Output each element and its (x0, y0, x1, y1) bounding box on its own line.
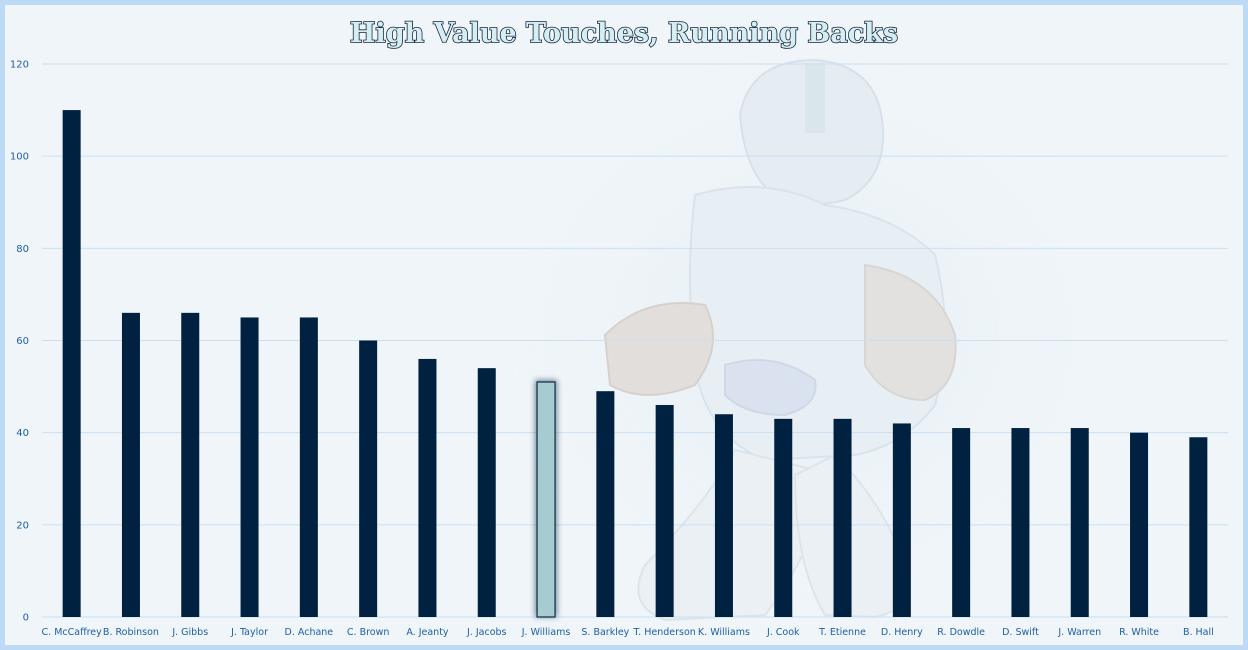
category-label-r-white: R. White (1119, 627, 1159, 638)
y-tick-label-80: 80 (16, 244, 29, 255)
bar-j-warren (1070, 428, 1089, 617)
bar-j-williams (536, 381, 556, 618)
category-label-b-robinson: B. Robinson (103, 627, 159, 638)
category-label-j-jacobs: J. Jacobs (466, 627, 507, 638)
category-label-r-dowdle: R. Dowdle (937, 627, 985, 638)
category-label-c-brown: C. Brown (347, 627, 390, 638)
y-tick-label-20: 20 (16, 520, 29, 531)
bar-j-cook (774, 418, 793, 617)
bar-chart: 0 20 40 60 80 100 120 C. McCaffrey B. Robinson J… (10, 17, 1228, 638)
bar-r-white (1130, 432, 1149, 617)
y-tick-label-60: 60 (16, 336, 29, 347)
bar-j-taylor (240, 317, 259, 617)
bar-t-etienne (833, 418, 852, 617)
x-axis-category-labels: C. McCaffrey B. Robinson J. Gibbs J. Taylor… (42, 627, 1214, 638)
y-gridlines (42, 63, 1228, 618)
category-label-j-gibbs: J. Gibbs (171, 627, 208, 638)
category-label-t-etienne: T. Etienne (818, 627, 866, 638)
bar-j-gibbs (181, 312, 200, 617)
y-tick-label-120: 120 (10, 60, 29, 71)
bar-c-mccaffrey (62, 110, 81, 617)
category-label-a-jeanty: A. Jeanty (406, 627, 449, 638)
bar-t-henderson (655, 405, 674, 617)
bar-d-henry (892, 423, 911, 617)
bar-a-jeanty (418, 358, 437, 617)
bar-c-brown (359, 340, 378, 617)
bar-k-williams (714, 414, 733, 617)
background-player-illustration (475, 45, 1135, 625)
category-label-j-cook: J. Cook (766, 627, 800, 638)
y-tick-label-100: 100 (10, 152, 29, 163)
category-label-c-mccaffrey: C. McCaffrey (42, 627, 103, 638)
category-label-k-williams: K. Williams (698, 627, 750, 638)
category-label-j-williams: J. Williams (521, 627, 571, 638)
category-label-t-henderson: T. Henderson (633, 627, 696, 638)
category-label-b-hall: B. Hall (1183, 627, 1214, 638)
category-label-d-henry: D. Henry (881, 627, 923, 638)
bar-d-swift (1011, 428, 1030, 617)
category-label-d-achane: D. Achane (285, 627, 334, 638)
chart-title: High Value Touches, Running Backs (350, 18, 898, 49)
bar-j-jacobs (477, 368, 496, 617)
category-label-d-swift: D. Swift (1002, 627, 1039, 638)
bar-r-dowdle (952, 428, 971, 617)
y-tick-label-0: 0 (23, 613, 29, 624)
bar-s-barkley (596, 391, 615, 617)
bar-b-robinson (121, 312, 140, 617)
y-tick-label-40: 40 (16, 428, 29, 439)
bar-b-hall (1189, 437, 1208, 617)
y-axis-tick-labels: 0 20 40 60 80 100 120 (10, 60, 29, 624)
bars (62, 110, 1208, 618)
category-label-j-taylor: J. Taylor (230, 627, 268, 638)
category-label-j-warren: J. Warren (1057, 627, 1101, 638)
bar-d-achane (299, 317, 318, 617)
category-label-s-barkley: S. Barkley (581, 627, 629, 638)
